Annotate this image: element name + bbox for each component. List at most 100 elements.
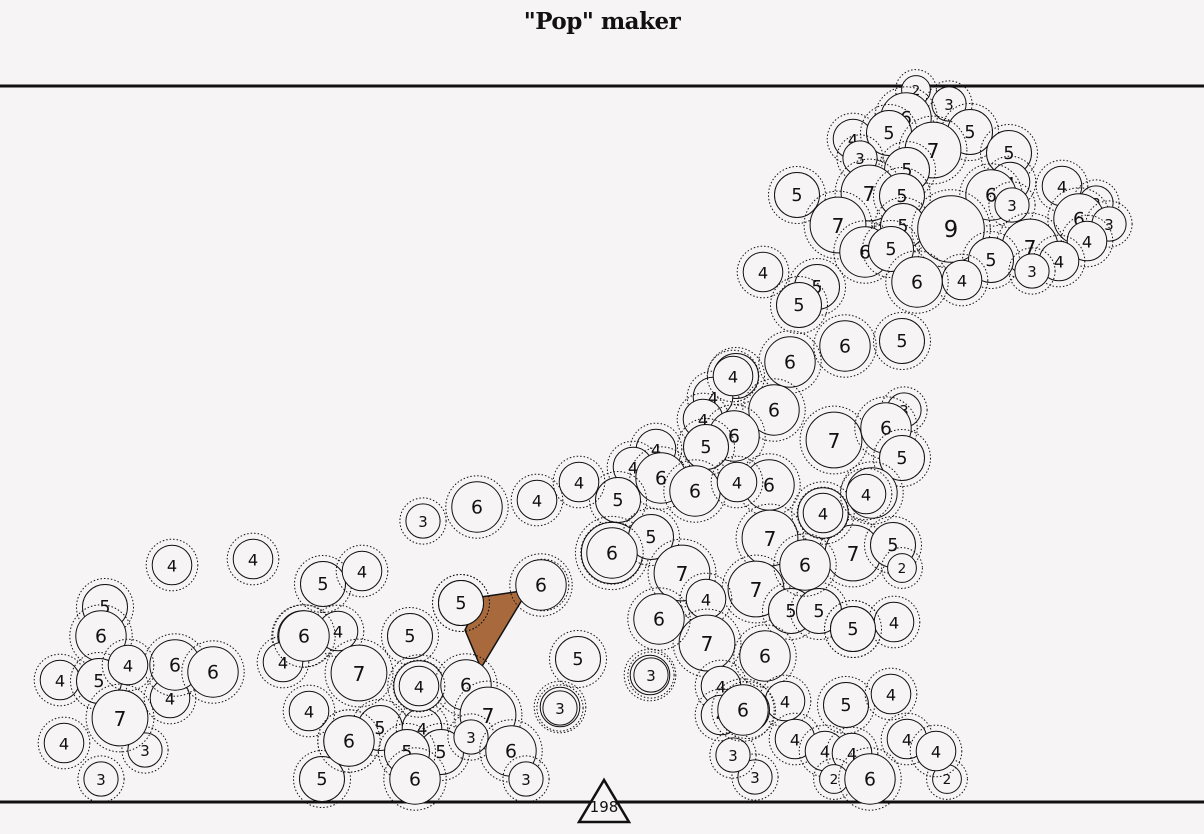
bubble-layer[interactable]: 2364557355575463475936365745464345565564…	[33, 69, 1133, 811]
bubble[interactable]: 6	[317, 709, 381, 773]
bubble[interactable]: 4	[282, 684, 336, 738]
bubble[interactable]: 5	[873, 429, 931, 487]
bubble[interactable]: 5	[677, 418, 735, 476]
bubble[interactable]: 3	[121, 726, 169, 774]
bubble[interactable]: 4	[335, 544, 389, 598]
bubble[interactable]: 6	[445, 475, 509, 539]
bubble[interactable]: 3	[731, 753, 779, 801]
bubble[interactable]: 5	[873, 312, 931, 370]
bubble[interactable]: 5	[980, 124, 1038, 182]
bubble[interactable]: 7	[672, 608, 742, 678]
bubble[interactable]: 5	[862, 220, 920, 278]
bubble[interactable]: 6	[711, 678, 775, 742]
bubble[interactable]: 4	[706, 349, 760, 403]
bubble[interactable]: 9	[911, 189, 991, 269]
bubble[interactable]: 5	[824, 600, 882, 658]
launcher[interactable]: 198	[576, 777, 632, 824]
bubble-circle	[887, 553, 917, 583]
bubble-value: 2	[830, 772, 839, 788]
bubble-value: 3	[521, 771, 530, 789]
bubble[interactable]: 5	[293, 750, 351, 808]
bubble[interactable]: 4	[392, 659, 446, 713]
bubble[interactable]: 4	[101, 638, 155, 692]
bubble[interactable]: 4	[552, 455, 606, 509]
bubble-outer-ring	[647, 538, 717, 608]
bubble-outer-ring	[256, 635, 310, 689]
bubble-outer-ring	[552, 455, 606, 509]
bubble[interactable]: 6	[383, 747, 447, 811]
bubble[interactable]: 7	[85, 683, 155, 753]
bubble-value: 7	[863, 182, 876, 206]
bubble-circle	[716, 461, 758, 503]
bubble[interactable]: 4	[145, 538, 199, 592]
bubble-circle	[823, 682, 869, 728]
bubble[interactable]: 6	[838, 747, 902, 811]
bubble-value: 7	[832, 214, 845, 238]
bubble[interactable]: 4	[226, 532, 280, 586]
bubble[interactable]: 3	[536, 684, 584, 732]
bubble-circle	[844, 753, 896, 805]
bubble-circle	[555, 636, 601, 682]
bubble[interactable]: 4	[510, 473, 564, 527]
bubble-circle	[739, 630, 791, 682]
bubble[interactable]: 4	[710, 455, 764, 509]
bubble[interactable]: 6	[813, 314, 877, 378]
bubble-value: 5	[374, 719, 385, 739]
bubble[interactable]: 2	[813, 758, 855, 800]
bubble-circle	[994, 187, 1030, 223]
bubble-value: 6	[759, 647, 771, 668]
bubble[interactable]: 4	[37, 716, 91, 770]
bubble-outer-ring	[1008, 247, 1056, 295]
bubble-value: 5	[896, 449, 907, 469]
bubble-value: 3	[140, 742, 149, 760]
bubble-value: 4	[820, 743, 830, 762]
bubble[interactable]: 5	[294, 555, 352, 613]
bubble[interactable]: 5	[381, 607, 439, 665]
bubble[interactable]: 4	[864, 667, 918, 721]
bubble[interactable]: 3	[399, 497, 447, 545]
bubble-outer-ring	[181, 640, 245, 704]
bubble[interactable]: 6	[627, 587, 691, 651]
bubble-outer-ring	[710, 455, 764, 509]
bubble-value: 3	[418, 513, 427, 531]
bubble-outer-ring	[502, 755, 550, 803]
bubble[interactable]: 3	[502, 755, 550, 803]
bubble[interactable]: 6	[885, 250, 949, 314]
bubble[interactable]: 6	[272, 604, 336, 668]
bubble[interactable]: 6	[509, 553, 573, 617]
bubble[interactable]: 4	[839, 467, 893, 521]
bubble-value: 4	[889, 614, 899, 633]
bubble[interactable]: 4	[796, 486, 850, 540]
bubble[interactable]: 5	[768, 166, 826, 224]
bubble[interactable]: 7	[324, 638, 394, 708]
bubble[interactable]: 4	[867, 595, 921, 649]
bubble[interactable]: 5	[432, 574, 490, 632]
bubble[interactable]: 6	[733, 624, 797, 688]
bubble[interactable]: 3	[1008, 247, 1056, 295]
bubble[interactable]: 6	[181, 640, 245, 704]
bubble-outer-ring	[580, 521, 644, 585]
bubble-value: 6	[1073, 210, 1085, 231]
bubble[interactable]: 6	[742, 378, 806, 442]
bubble[interactable]: 3	[77, 755, 125, 803]
bubble[interactable]: 4	[736, 245, 790, 299]
bubble[interactable]: 5	[549, 630, 607, 688]
bubble[interactable]: 6	[580, 521, 644, 585]
bubble[interactable]: 2	[881, 547, 923, 589]
bubble[interactable]: 5	[817, 676, 875, 734]
bubble[interactable]: 5	[770, 276, 828, 334]
bubble-value: 3	[555, 700, 564, 718]
bubble-value: 5	[1003, 144, 1014, 164]
bubble-circle	[232, 538, 274, 580]
bubble[interactable]: 6	[773, 533, 837, 597]
bubble-outer-ring	[825, 726, 879, 780]
bubble-outer-ring	[737, 453, 801, 517]
bubble[interactable]: 3	[627, 651, 675, 699]
bubble[interactable]: 6	[758, 330, 822, 394]
bubble[interactable]: 3	[709, 731, 757, 779]
bubble[interactable]: 4	[909, 724, 963, 778]
bubble-value: 4	[123, 657, 133, 676]
bubble-value: 4	[931, 743, 941, 762]
bubble[interactable]: 2	[926, 758, 968, 800]
